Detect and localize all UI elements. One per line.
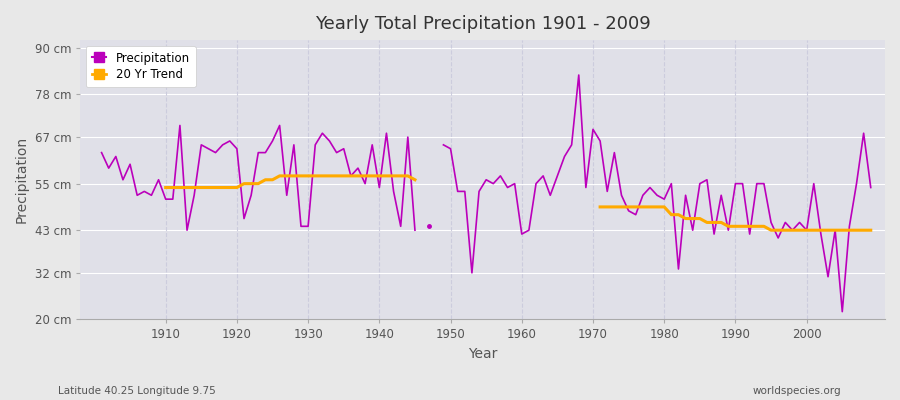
Legend: Precipitation, 20 Yr Trend: Precipitation, 20 Yr Trend xyxy=(86,46,195,87)
Y-axis label: Precipitation: Precipitation xyxy=(15,136,29,223)
Text: worldspecies.org: worldspecies.org xyxy=(753,386,842,396)
X-axis label: Year: Year xyxy=(468,347,498,361)
Text: Latitude 40.25 Longitude 9.75: Latitude 40.25 Longitude 9.75 xyxy=(58,386,216,396)
Title: Yearly Total Precipitation 1901 - 2009: Yearly Total Precipitation 1901 - 2009 xyxy=(315,15,651,33)
